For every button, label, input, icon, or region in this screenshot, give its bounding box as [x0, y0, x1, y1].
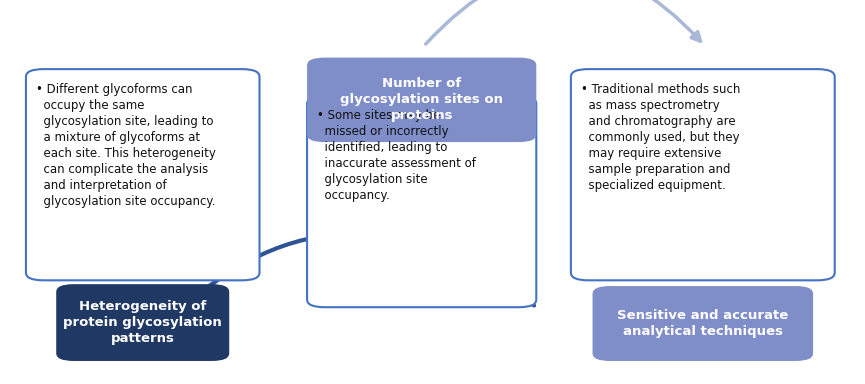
FancyArrowPatch shape: [161, 234, 534, 329]
Text: • Different glycoforms can
  occupy the same
  glycosylation site, leading to
  : • Different glycoforms can occupy the sa…: [36, 83, 216, 208]
FancyBboxPatch shape: [26, 69, 260, 280]
FancyBboxPatch shape: [593, 286, 813, 361]
Text: Sensitive and accurate
analytical techniques: Sensitive and accurate analytical techni…: [618, 309, 788, 338]
FancyBboxPatch shape: [307, 96, 536, 307]
FancyBboxPatch shape: [56, 284, 229, 361]
Text: Number of
glycosylation sites on
proteins: Number of glycosylation sites on protein…: [340, 77, 503, 122]
Text: Heterogeneity of
protein glycosylation
patterns: Heterogeneity of protein glycosylation p…: [63, 300, 222, 345]
FancyBboxPatch shape: [571, 69, 835, 280]
Text: • Some sites may be
  missed or incorrectly
  identified, leading to
  inaccurat: • Some sites may be missed or incorrectl…: [317, 109, 477, 202]
FancyArrowPatch shape: [426, 0, 701, 44]
FancyBboxPatch shape: [307, 58, 536, 142]
Text: • Traditional methods such
  as mass spectrometry
  and chromatography are
  com: • Traditional methods such as mass spect…: [581, 83, 740, 192]
